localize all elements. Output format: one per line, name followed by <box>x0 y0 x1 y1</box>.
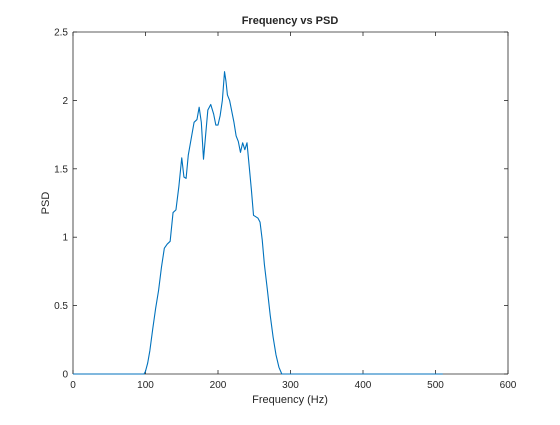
chart-title: Frequency vs PSD <box>242 15 339 27</box>
series-group <box>73 71 443 375</box>
y-tick-label: 2 <box>62 96 68 107</box>
plot-area <box>73 32 508 374</box>
x-tick-label: 500 <box>427 380 444 391</box>
y-axis-title: PSD <box>40 192 52 215</box>
psd-series-line <box>73 71 443 375</box>
x-tick-label: 100 <box>137 380 154 391</box>
x-tick-label: 0 <box>70 380 76 391</box>
y-tick-label: 0 <box>62 370 68 381</box>
x-tick-label: 400 <box>355 380 372 391</box>
y-tick-label: 0.5 <box>54 301 68 312</box>
x-axis-title: Frequency (Hz) <box>252 394 328 406</box>
x-tick-label: 600 <box>500 380 517 391</box>
x-tick-label: 300 <box>282 380 299 391</box>
axes-frame <box>72 31 509 375</box>
axis-ticks: 0 100 200 300 400 500 600 0 0.5 1 1.5 2 2.5 <box>54 28 517 392</box>
y-tick-label: 1 <box>62 233 68 244</box>
x-tick-label: 200 <box>210 380 227 391</box>
y-tick-label: 1.5 <box>54 164 68 175</box>
y-tick-label: 2.5 <box>54 28 68 39</box>
